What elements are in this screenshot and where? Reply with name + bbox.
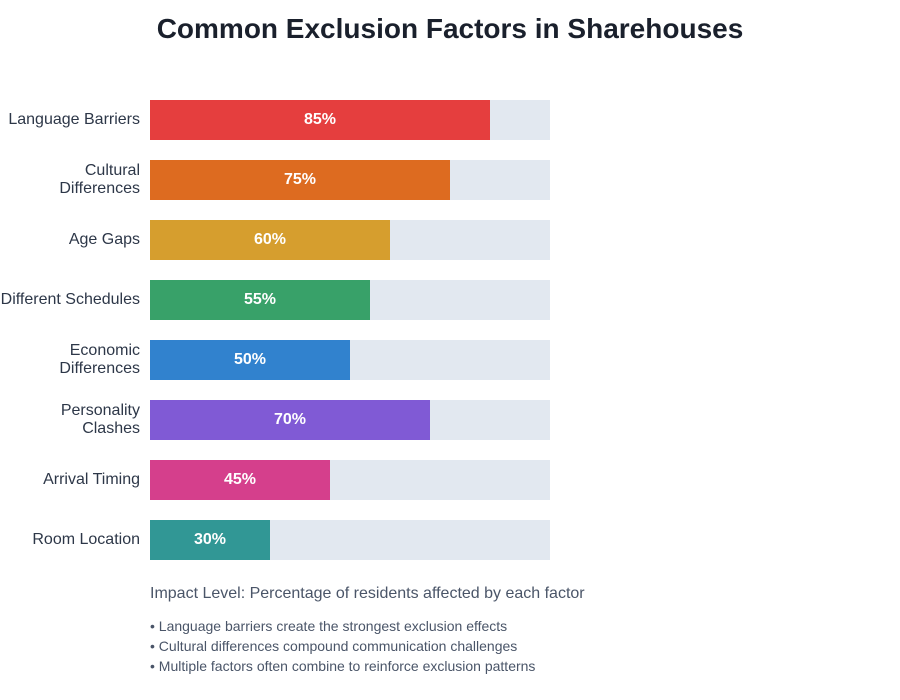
category-label: Economic Differences	[0, 340, 140, 380]
category-label-text: Economic Differences	[59, 342, 140, 377]
bar-track: 70%	[150, 400, 550, 440]
bar-track: 75%	[150, 160, 550, 200]
category-label-text: Room Location	[32, 531, 140, 548]
bar-value-label: 75%	[283, 171, 317, 188]
bar-value-label: 60%	[253, 231, 287, 248]
bar-value-label: 70%	[273, 411, 307, 428]
note-item: • Language barriers create the strongest…	[150, 618, 508, 634]
note-item: • Cultural differences compound communic…	[150, 638, 518, 654]
category-label-text: Different Schedules	[0, 291, 140, 308]
bar-value-label: 30%	[193, 531, 227, 548]
category-label-text: Cultural Differences	[59, 162, 140, 197]
bar: 75%	[150, 160, 450, 200]
category-label: Different Schedules	[0, 280, 140, 320]
category-label-text: Language Barriers	[8, 111, 140, 128]
category-label: Arrival Timing	[0, 460, 140, 500]
bar-track: 60%	[150, 220, 550, 260]
chart-caption: Impact Level: Percentage of residents af…	[150, 585, 585, 602]
bar-track: 50%	[150, 340, 550, 380]
category-label-text: Age Gaps	[68, 231, 140, 248]
category-label-text: Personality Clashes	[60, 402, 140, 437]
category-label: Age Gaps	[0, 220, 140, 260]
note-item: • Multiple factors often combine to rein…	[150, 658, 536, 674]
bar: 45%	[150, 460, 330, 500]
bar-value-label: 50%	[233, 351, 267, 368]
bar-track: 45%	[150, 460, 550, 500]
bar: 70%	[150, 400, 430, 440]
bar: 55%	[150, 280, 370, 320]
category-label: Language Barriers	[0, 100, 140, 140]
bar-value-label: 45%	[223, 471, 257, 488]
bar: 50%	[150, 340, 350, 380]
bar-track: 85%	[150, 100, 550, 140]
bar-value-label: 55%	[243, 291, 277, 308]
category-label: Room Location	[0, 520, 140, 560]
bar-track: 30%	[150, 520, 550, 560]
category-label-text: Arrival Timing	[43, 471, 140, 488]
bar: 60%	[150, 220, 390, 260]
bar: 30%	[150, 520, 270, 560]
category-label: Cultural Differences	[0, 160, 140, 200]
chart-title: Common Exclusion Factors in Sharehouses	[156, 13, 744, 44]
bar: 85%	[150, 100, 490, 140]
bar-value-label: 85%	[303, 111, 337, 128]
category-label: Personality Clashes	[0, 400, 140, 440]
bar-track: 55%	[150, 280, 550, 320]
notes-list: • Language barriers create the strongest…	[150, 616, 535, 676]
